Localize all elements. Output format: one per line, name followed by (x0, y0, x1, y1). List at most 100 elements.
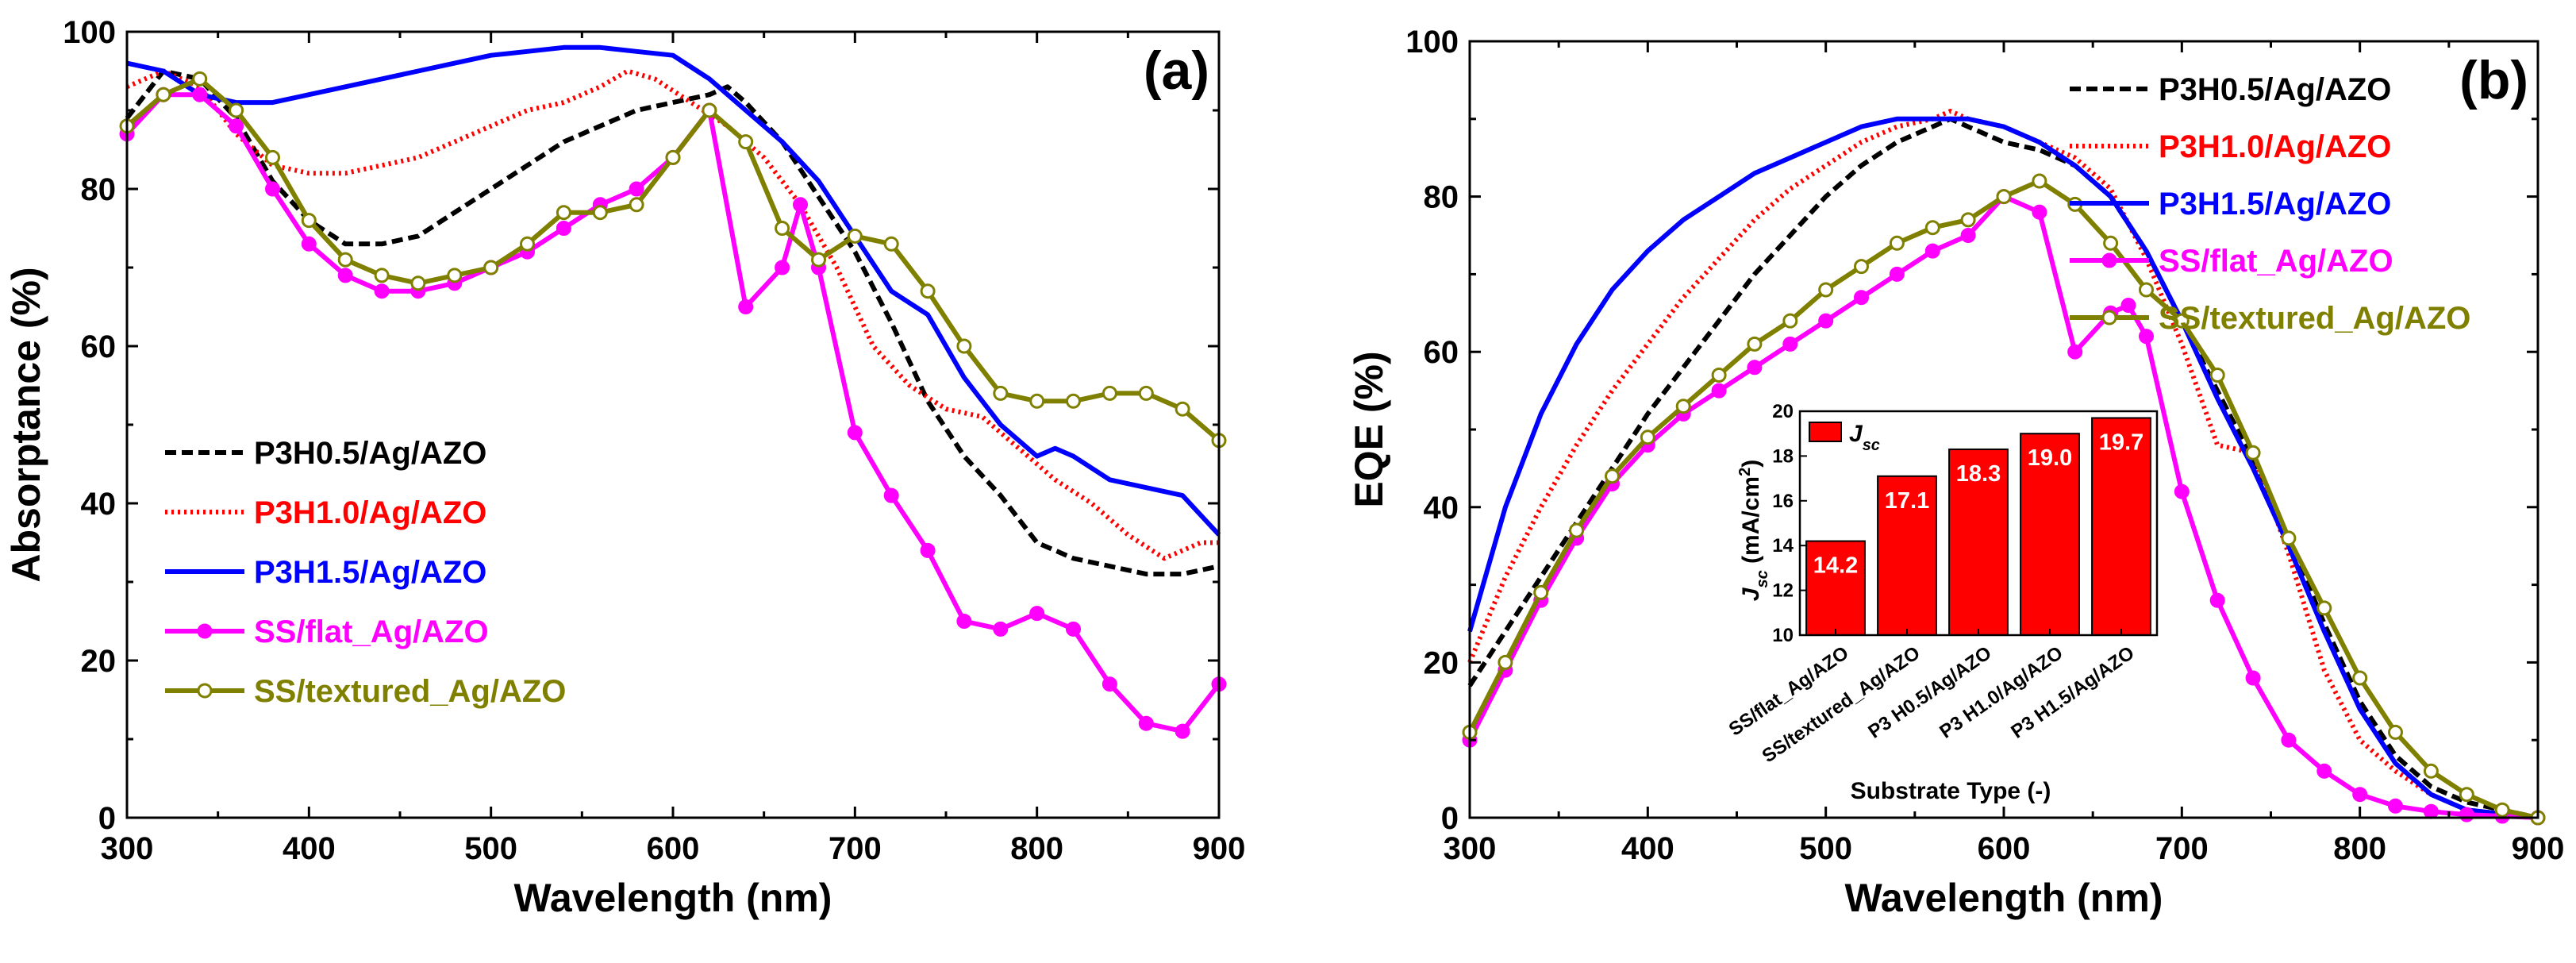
inset-category-label-2: P3 H0.5/Ag/AZO (1864, 642, 1995, 743)
data-point (2209, 592, 2225, 608)
data-point (1102, 385, 1117, 401)
data-point (2032, 204, 2047, 220)
y-tick-label: 40 (81, 487, 117, 522)
legend-label-3: SS/flat_Ag/AZO (254, 614, 489, 649)
inset-y-title-part: ) (1738, 460, 1764, 468)
data-point (956, 338, 972, 354)
data-point (1747, 336, 1763, 352)
data-point (847, 425, 863, 441)
data-point (2174, 313, 2190, 329)
x-tick-label: 300 (1444, 831, 1497, 866)
inset-y-tick-label: 12 (1772, 580, 1794, 602)
y-tick-label: 0 (98, 801, 116, 836)
data-point (2281, 530, 2297, 546)
inset-y-title-part: (mA/cm (1738, 476, 1764, 570)
data-point (1996, 189, 2012, 205)
data-point (1924, 243, 1940, 259)
x-tick-label: 700 (829, 831, 882, 866)
data-point (993, 385, 1009, 401)
bar-value-label-0: 14.2 (1813, 553, 1858, 579)
panel-label: (a) (1144, 40, 1209, 101)
series-line-1 (125, 68, 1219, 561)
data-point (1498, 654, 1513, 670)
bar-value-label-4: 19.7 (2099, 429, 2143, 455)
y-tick-label: 80 (1424, 180, 1459, 215)
series-line-2 (1467, 116, 2539, 820)
data-point (2388, 798, 2403, 814)
legend-marker (197, 683, 213, 699)
inset-y-title-part: J (1738, 587, 1764, 601)
data-point (1854, 290, 1869, 306)
y-tick-label: 80 (81, 172, 117, 207)
data-point (2139, 282, 2154, 298)
data-point (192, 71, 208, 87)
data-point (2316, 763, 2332, 779)
inset-frame (1798, 410, 2159, 637)
data-point (1711, 383, 1727, 399)
data-point (883, 236, 899, 252)
data-point (920, 283, 936, 299)
data-point (1605, 468, 1620, 484)
data-point (2209, 368, 2225, 383)
legend-label-4: SS/textured_Ag/AZO (2159, 301, 2470, 336)
data-point (265, 149, 280, 165)
data-point (1569, 522, 1585, 538)
y-tick-label: 100 (1405, 25, 1459, 60)
y-tick-label: 0 (1441, 801, 1459, 836)
data-point (374, 268, 390, 283)
legend-marker (2101, 252, 2117, 268)
data-point (1889, 266, 1905, 282)
data-point (483, 260, 499, 275)
data-point (2388, 724, 2403, 740)
data-point (629, 197, 644, 213)
data-point (2032, 173, 2047, 189)
legend-label-1: P3H1.0/Ag/AZO (254, 495, 486, 530)
legend-label-0: P3H0.5/Ag/AZO (254, 436, 486, 471)
data-point (2120, 298, 2136, 313)
y-tick-label: 60 (81, 329, 117, 364)
data-point (1175, 723, 1190, 739)
y-tick-label: 20 (81, 644, 117, 679)
x-tick-label: 600 (647, 831, 700, 866)
series-line-4 (125, 76, 1221, 443)
data-point (993, 621, 1009, 637)
inset-y-tick-label: 14 (1772, 535, 1794, 557)
data-point (229, 102, 244, 118)
x-tick-label: 400 (283, 831, 336, 866)
data-point (2352, 787, 2368, 803)
data-point (665, 149, 681, 165)
data-point (1782, 313, 1798, 329)
data-point (1818, 313, 1834, 329)
data-point (1782, 336, 1798, 352)
y-tick-label: 100 (63, 15, 116, 50)
data-point (301, 236, 317, 252)
inset-y-tick-label: 16 (1772, 491, 1794, 512)
data-point (2459, 787, 2474, 803)
data-point (793, 197, 808, 213)
data-point (1066, 621, 1081, 637)
inset-y-title-part: 2 (1736, 468, 1754, 476)
data-point (229, 118, 244, 134)
data-point (1889, 235, 1905, 251)
bar-value-label-1: 17.1 (1885, 488, 1929, 514)
data-point (1675, 399, 1691, 414)
inset-x-axis-title: Substrate Type (-) (1851, 778, 2051, 804)
inset-category-label-0: SS/flat_Ag/AZO (1725, 642, 1853, 741)
data-point (374, 283, 390, 299)
series-line-0 (1467, 116, 2539, 820)
legend-label-3: SS/flat_Ag/AZO (2159, 244, 2393, 279)
x-tick-label: 900 (2512, 831, 2565, 866)
data-point (301, 213, 317, 229)
data-point (1711, 368, 1727, 383)
data-point (556, 221, 571, 236)
data-point (2103, 235, 2119, 251)
data-point (410, 275, 426, 291)
y-tick-label: 20 (1424, 645, 1459, 680)
y-tick-label: 60 (1424, 335, 1459, 370)
data-point (2316, 600, 2332, 616)
data-point (883, 487, 899, 503)
data-point (1924, 220, 1940, 236)
data-point (2281, 732, 2297, 748)
inset-y-tick-label: 10 (1772, 625, 1794, 646)
